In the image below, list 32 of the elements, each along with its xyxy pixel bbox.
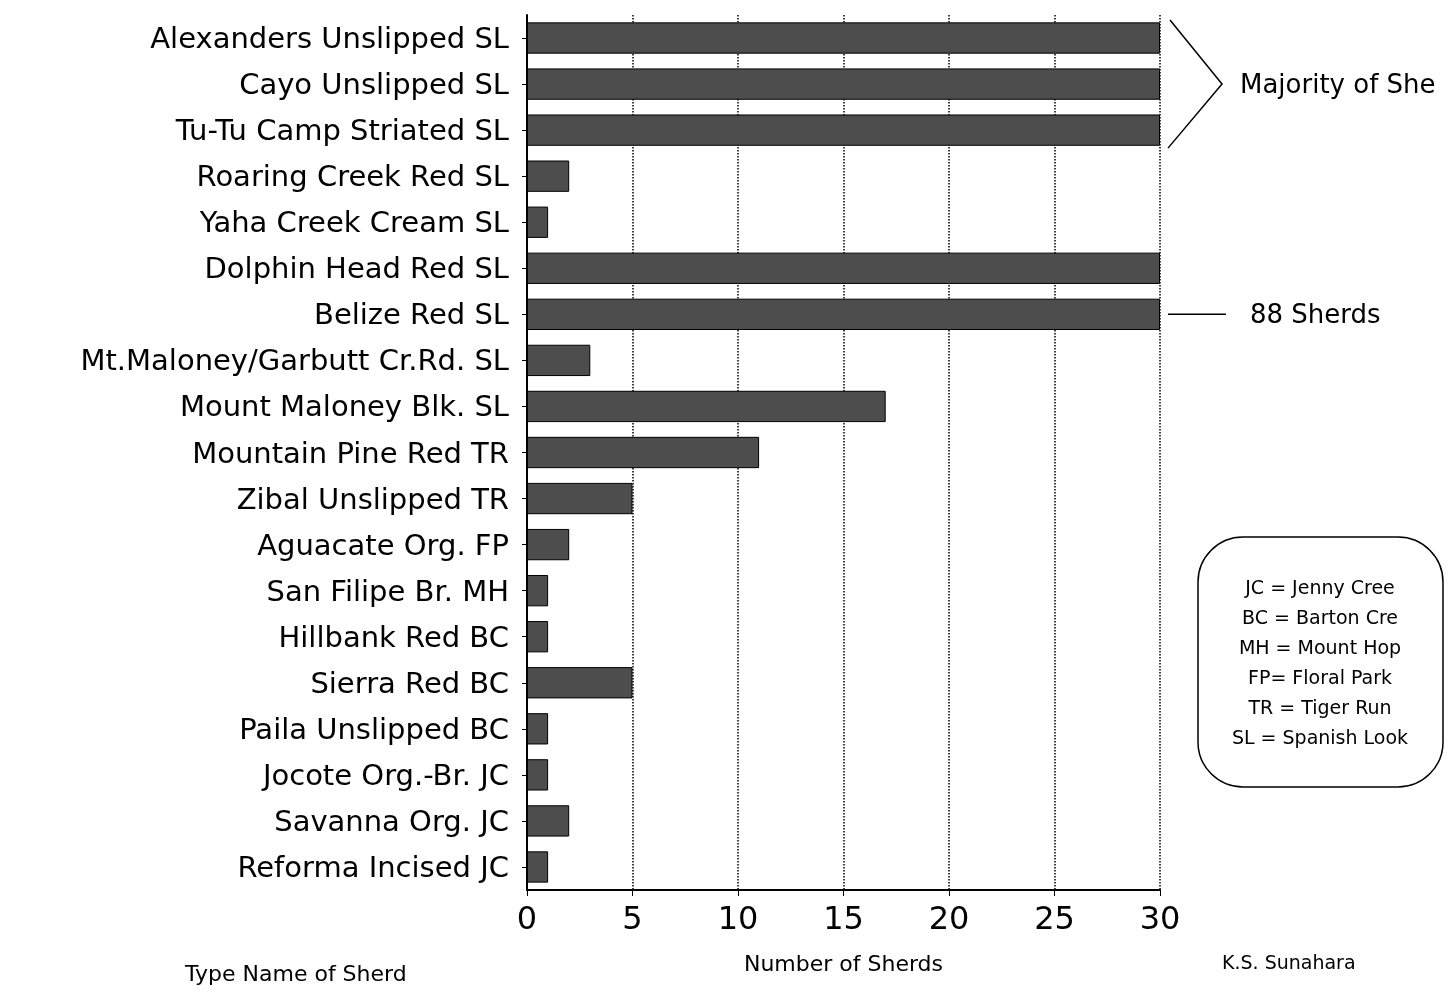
x-tick-label: 5 [622,899,643,937]
y-tick-label: Dolphin Head Red SL [204,251,509,286]
x-tick-label: 10 [717,899,759,937]
x-tick-label: 0 [516,899,538,937]
y-axis-title: Type Name of Sherd [184,960,407,986]
y-tick-label: Mt.Maloney/Garbutt Cr.Rd. SL [80,343,509,378]
y-tick-label: Reforma Incised JC [237,849,509,884]
y-tick-label: Yaha Creek Cream SL [198,205,509,240]
x-tick-label: 30 [1139,899,1181,937]
y-tick-label: Belize Red SL [313,297,509,332]
y-tick-label: Cayo Unslipped SL [239,67,509,102]
y-tick-label: Mount Maloney Blk. SL [179,389,509,424]
y-tick-label: San Filipe Br. MH [266,573,509,608]
x-tick-label: 25 [1034,899,1075,937]
x-axis-title: Number of Sherds [743,950,944,976]
text: K.S. Sunahara [1222,950,1356,973]
y-tick-label: Roaring Creek Red SL [196,159,509,194]
y-tick-label: Paila Unslipped BC [239,711,509,746]
y-tick-label: Jocote Org.-Br. JC [260,757,509,792]
y-tick-label: Savanna Org. JC [274,803,509,838]
text: JC = Jenny Cree BC = Barton Cre MH = Mount Hop FP= Floral Park TR = Tiger Run SL = Spanish Look [1231,576,1409,748]
text: Majority of She [1240,69,1436,100]
x-tick-label: 20 [928,899,970,937]
y-tick-label: Sierra Red BC [310,665,509,700]
y-tick-label: Aguacate Org. FP [257,527,509,562]
y-tick-label: Mountain Pine Red TR [192,435,509,470]
y-tick-label: Tu-Tu Camp Striated SL [174,113,509,148]
text: 88 Sherds [1250,299,1381,330]
x-tick-label: 15 [823,899,864,937]
y-tick-label: Hillbank Red BC [278,619,509,654]
y-tick-label: Alexanders Unslipped SL [150,21,509,56]
y-tick-label: Zibal Unslipped TR [236,481,509,516]
